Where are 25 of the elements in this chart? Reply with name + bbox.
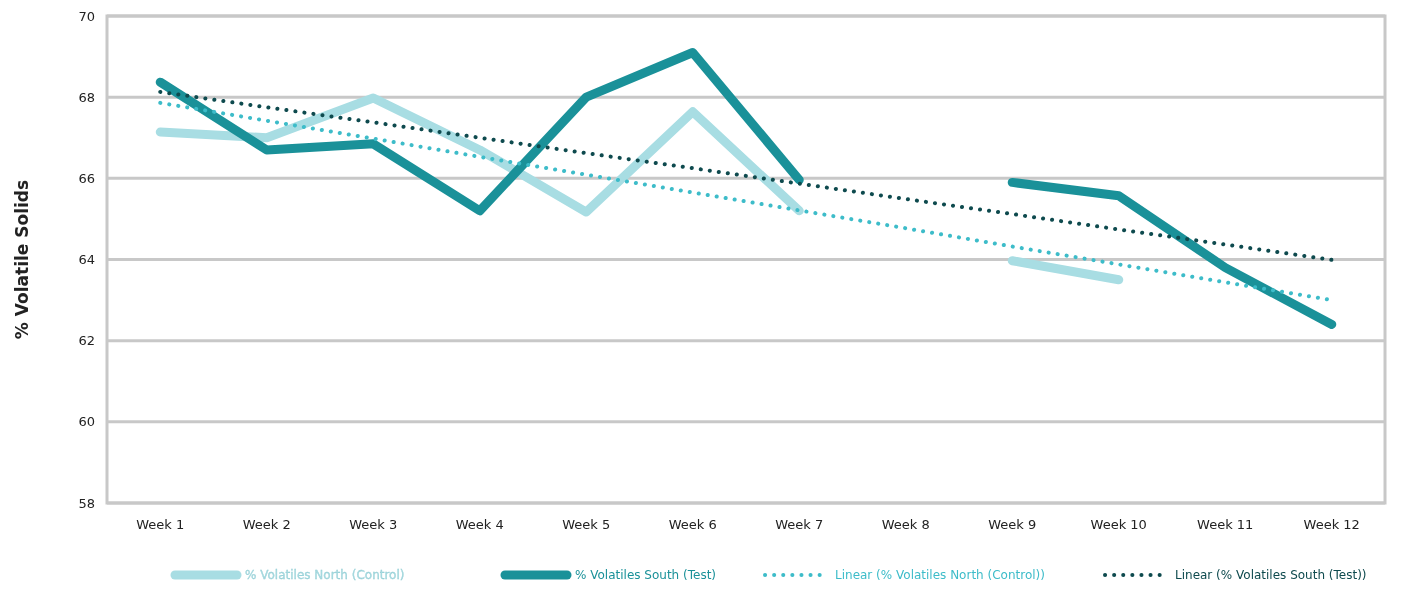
y-tick-label: 68 (78, 89, 95, 105)
y-tick-label: 64 (78, 252, 95, 268)
x-tick-label: Week 12 (1303, 517, 1360, 532)
x-tick-label: Week 9 (988, 517, 1037, 532)
x-tick-label: Week 2 (242, 517, 291, 532)
text: % Volatiles South (Test) (575, 568, 717, 582)
x-tick-label: Week 7 (775, 517, 824, 532)
y-tick-label: 60 (78, 414, 95, 430)
x-tick-label: Week 8 (881, 517, 930, 532)
x-tick-label: Week 6 (668, 517, 717, 532)
y-tick-label: 66 (78, 170, 95, 186)
y-tick-label: 70 (78, 8, 95, 24)
x-tick-label: Week 3 (349, 517, 398, 532)
x-tick-label: Week 11 (1197, 517, 1254, 532)
text: % Volatiles North (Control) (245, 568, 405, 582)
line-series (158, 89, 1334, 262)
text: Linear (% Volatiles South (Test)) (1175, 568, 1367, 582)
x-tick-label: Week 10 (1090, 517, 1147, 532)
y-tick-label: 58 (78, 495, 95, 511)
y-axis-title: % Volatile Solids (12, 179, 32, 340)
x-tick-label: Week 4 (455, 517, 504, 532)
x-tick-label: Week 1 (136, 517, 185, 532)
y-tick-label: 62 (78, 333, 95, 349)
text: Linear (% Volatiles North (Control)) (835, 568, 1045, 582)
x-tick-label: Week 5 (562, 517, 611, 532)
